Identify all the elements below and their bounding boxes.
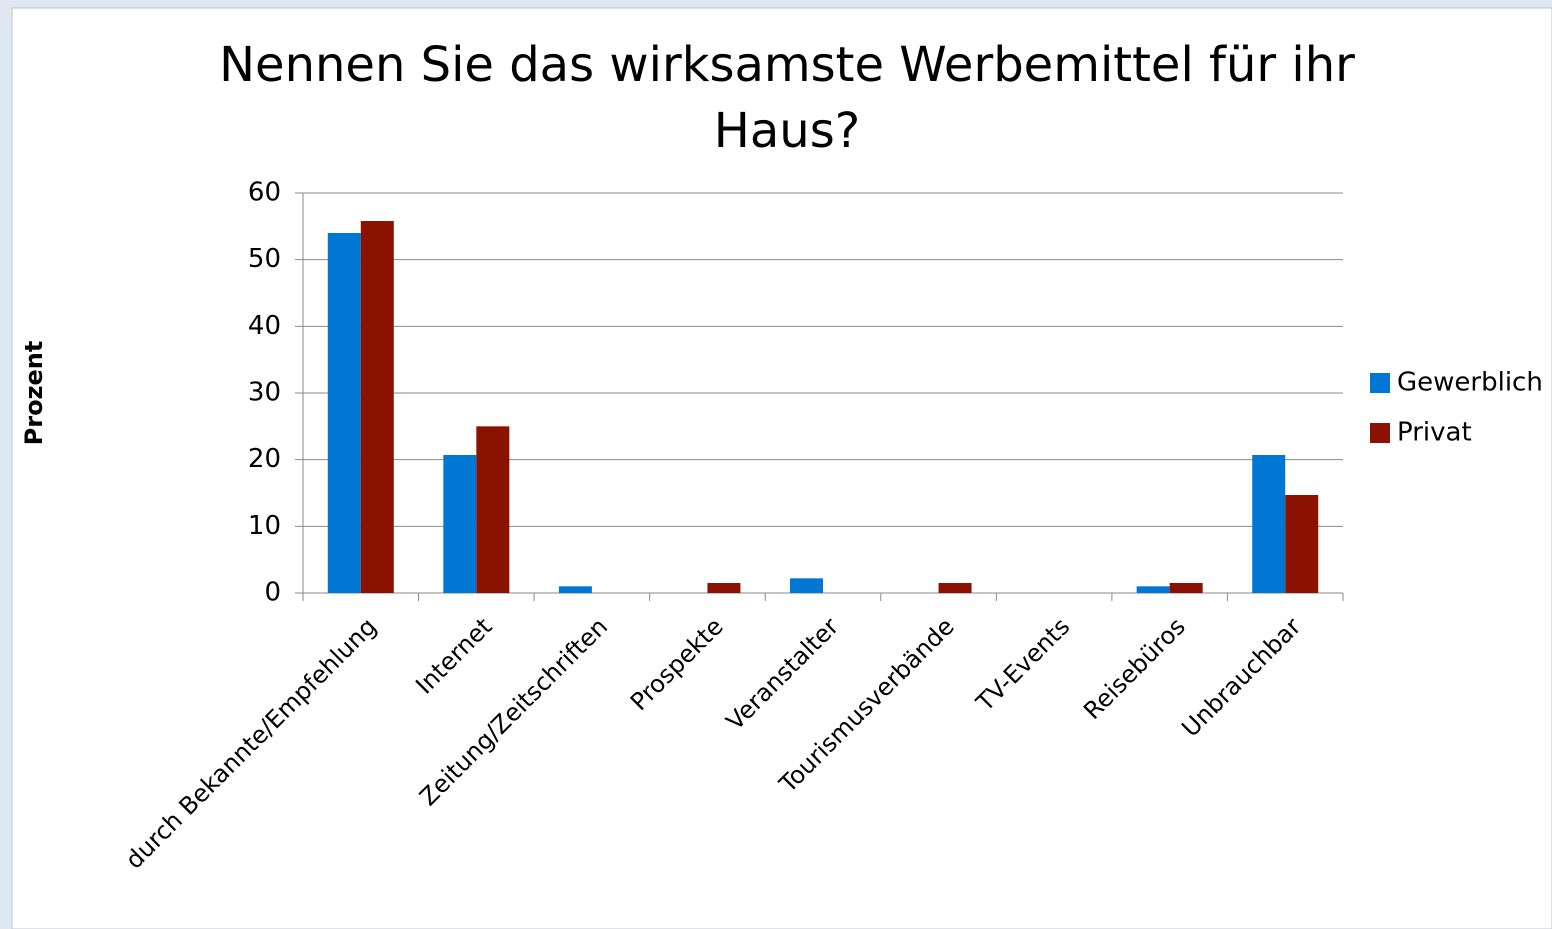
bar [476, 426, 510, 593]
bar [1285, 495, 1319, 593]
bar [707, 583, 741, 593]
chart-area [11, 7, 1552, 929]
legend-swatch [1370, 373, 1390, 393]
bar [1169, 583, 1203, 593]
legend-swatch [1370, 423, 1390, 443]
y-tick-label: 0 [264, 578, 281, 608]
legend-label: Privat [1397, 418, 1472, 448]
bar [327, 233, 361, 593]
bar [360, 221, 394, 593]
bar [1252, 455, 1286, 593]
bar [1136, 586, 1170, 593]
y-axis-label: Prozent [20, 341, 48, 446]
legend-label: Gewerblich [1397, 368, 1543, 398]
bar [558, 586, 592, 593]
y-tick-label: 60 [248, 178, 281, 208]
bar [938, 583, 972, 593]
y-tick-label: 40 [248, 311, 281, 341]
y-tick-label: 10 [248, 511, 281, 541]
bar [443, 455, 477, 593]
bar [790, 578, 823, 593]
y-tick-label: 30 [248, 378, 281, 408]
chart-title: Nennen Sie das wirksamste Werbemittel fü… [219, 37, 1355, 159]
y-tick-label: 20 [248, 444, 281, 474]
y-tick-label: 50 [248, 244, 281, 274]
